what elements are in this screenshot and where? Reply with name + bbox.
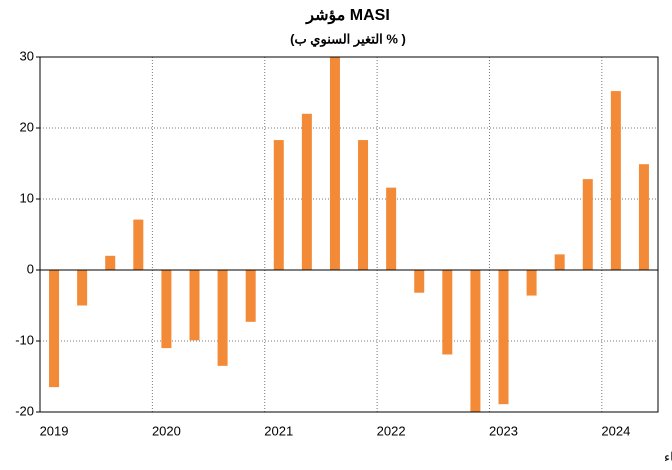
bar: [582, 179, 593, 270]
bar: [638, 164, 649, 270]
bar: [301, 113, 312, 270]
bar: [498, 270, 509, 405]
y-tick-label: 0: [27, 261, 34, 276]
plot-frame: [39, 56, 659, 413]
bar: [105, 255, 116, 270]
bar: [245, 270, 256, 322]
bar: [49, 270, 60, 388]
bar: [189, 270, 200, 341]
y-tick-label: 10: [20, 190, 34, 205]
bar: [554, 254, 565, 270]
x-tick-label: 2020: [152, 423, 181, 438]
source: المصدر: بورصة الدار البيضاء: [664, 449, 672, 465]
x-tick-label: 2024: [601, 423, 630, 438]
bar: [442, 270, 453, 355]
bar: [273, 140, 284, 270]
chart-subtitle: (التغير السنوي ب % ): [290, 31, 406, 47]
chart-title: مؤشر MASI: [305, 7, 390, 25]
bar: [358, 140, 369, 270]
bar: [386, 187, 397, 270]
y-tick-label: 20: [20, 119, 34, 134]
bar: [77, 270, 88, 306]
bar: [526, 270, 537, 296]
y-tick-label: -20: [15, 403, 34, 418]
bar: [217, 270, 228, 366]
x-tick-label: 2023: [489, 423, 518, 438]
bar: [610, 91, 621, 270]
y-tick-label: -10: [15, 332, 34, 347]
x-tick-label: 2021: [264, 423, 293, 438]
x-tick-label: 2019: [40, 423, 69, 438]
x-tick-label: 2022: [377, 423, 406, 438]
bar: [133, 219, 144, 270]
bar: [329, 57, 340, 270]
bar: [161, 270, 172, 349]
bar: [414, 270, 425, 293]
y-tick-label: 30: [20, 48, 34, 63]
bar: [470, 270, 481, 412]
